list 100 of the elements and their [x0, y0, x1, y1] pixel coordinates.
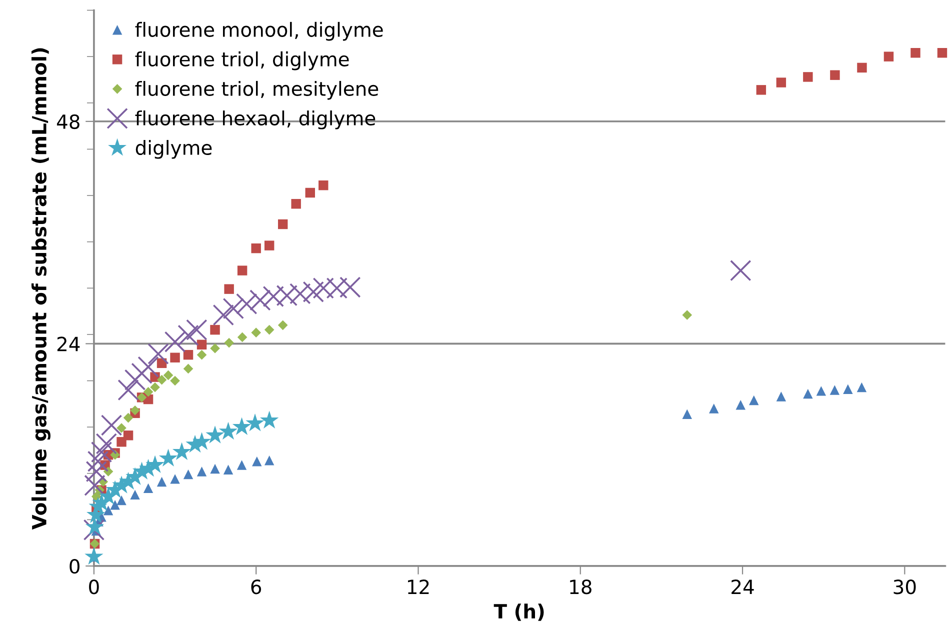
point [843, 384, 853, 394]
point [143, 386, 154, 397]
point [340, 276, 361, 298]
point [776, 392, 786, 402]
point [290, 283, 311, 304]
point [278, 219, 288, 230]
x-tick-label: 24 [732, 580, 754, 594]
point [749, 395, 759, 406]
point [170, 474, 180, 484]
point [196, 340, 207, 350]
point [123, 412, 134, 423]
point [709, 404, 719, 414]
point [224, 284, 234, 294]
legend-label: fluorene hexaol, diglyme [135, 110, 376, 130]
point [150, 382, 160, 392]
x-tick-label: 30 [894, 580, 916, 594]
point [206, 426, 224, 444]
point [232, 417, 252, 436]
point [148, 343, 169, 365]
y-tick-label: 24 [57, 336, 80, 352]
x-tick-label: 12 [408, 580, 429, 594]
point [237, 332, 248, 342]
legend-label: fluorene triol, mesitylene [135, 80, 378, 100]
point [123, 430, 134, 440]
point [218, 422, 238, 440]
point [291, 198, 301, 209]
point [163, 370, 174, 380]
point [260, 410, 279, 429]
point [262, 286, 284, 308]
point [223, 464, 234, 475]
point [196, 466, 207, 476]
legend-label: fluorene triol, diglyme [135, 51, 349, 70]
point [130, 405, 140, 416]
point [103, 506, 114, 516]
point [130, 490, 140, 500]
y-tick-label: 0 [70, 558, 80, 574]
point [86, 460, 108, 482]
point [116, 495, 126, 506]
point [192, 432, 212, 450]
point [183, 469, 194, 480]
point [910, 48, 920, 58]
point [251, 328, 262, 338]
point [264, 240, 274, 250]
point [236, 460, 247, 470]
point [803, 72, 813, 82]
point [856, 382, 867, 392]
point [146, 455, 164, 473]
point [830, 385, 840, 395]
point [246, 414, 264, 432]
point [884, 52, 894, 62]
point [302, 281, 324, 302]
point [210, 464, 220, 474]
point [84, 474, 106, 496]
x-tick-label: 0 [89, 580, 99, 594]
point [237, 266, 248, 276]
point [172, 442, 192, 460]
point [756, 85, 766, 95]
point [816, 386, 826, 396]
point [164, 331, 186, 352]
point [264, 324, 274, 335]
point [178, 324, 199, 346]
x-tick-label: 6 [251, 580, 262, 594]
point [252, 456, 262, 466]
point [212, 304, 234, 326]
point [183, 350, 194, 360]
point [186, 319, 208, 340]
point [250, 290, 271, 311]
y-axis-title: Volume gas/amount of substrate (mL/mmol) [31, 48, 50, 530]
point [90, 441, 112, 463]
point [251, 243, 261, 254]
point [183, 364, 194, 374]
point [124, 369, 146, 390]
point [312, 278, 334, 299]
legend-label: diglyme [136, 140, 212, 159]
legend-label: fluorene monool, diglyme [135, 22, 383, 41]
point [326, 278, 348, 299]
point [116, 423, 126, 433]
point [682, 409, 692, 419]
point [305, 188, 316, 198]
point [138, 356, 159, 378]
point [222, 298, 244, 320]
point [264, 456, 274, 466]
point [110, 500, 120, 510]
point [83, 519, 105, 541]
point [156, 476, 167, 487]
point [682, 310, 692, 320]
point [100, 414, 122, 436]
point [276, 284, 298, 306]
point [803, 388, 813, 399]
point [210, 324, 220, 335]
y-tick-label: 48 [56, 114, 80, 130]
point [730, 260, 752, 282]
point [196, 350, 207, 360]
point [736, 400, 746, 410]
point [776, 78, 786, 88]
point [85, 517, 104, 536]
point [84, 546, 104, 565]
point [96, 433, 118, 454]
point [224, 338, 234, 348]
point [170, 352, 180, 362]
